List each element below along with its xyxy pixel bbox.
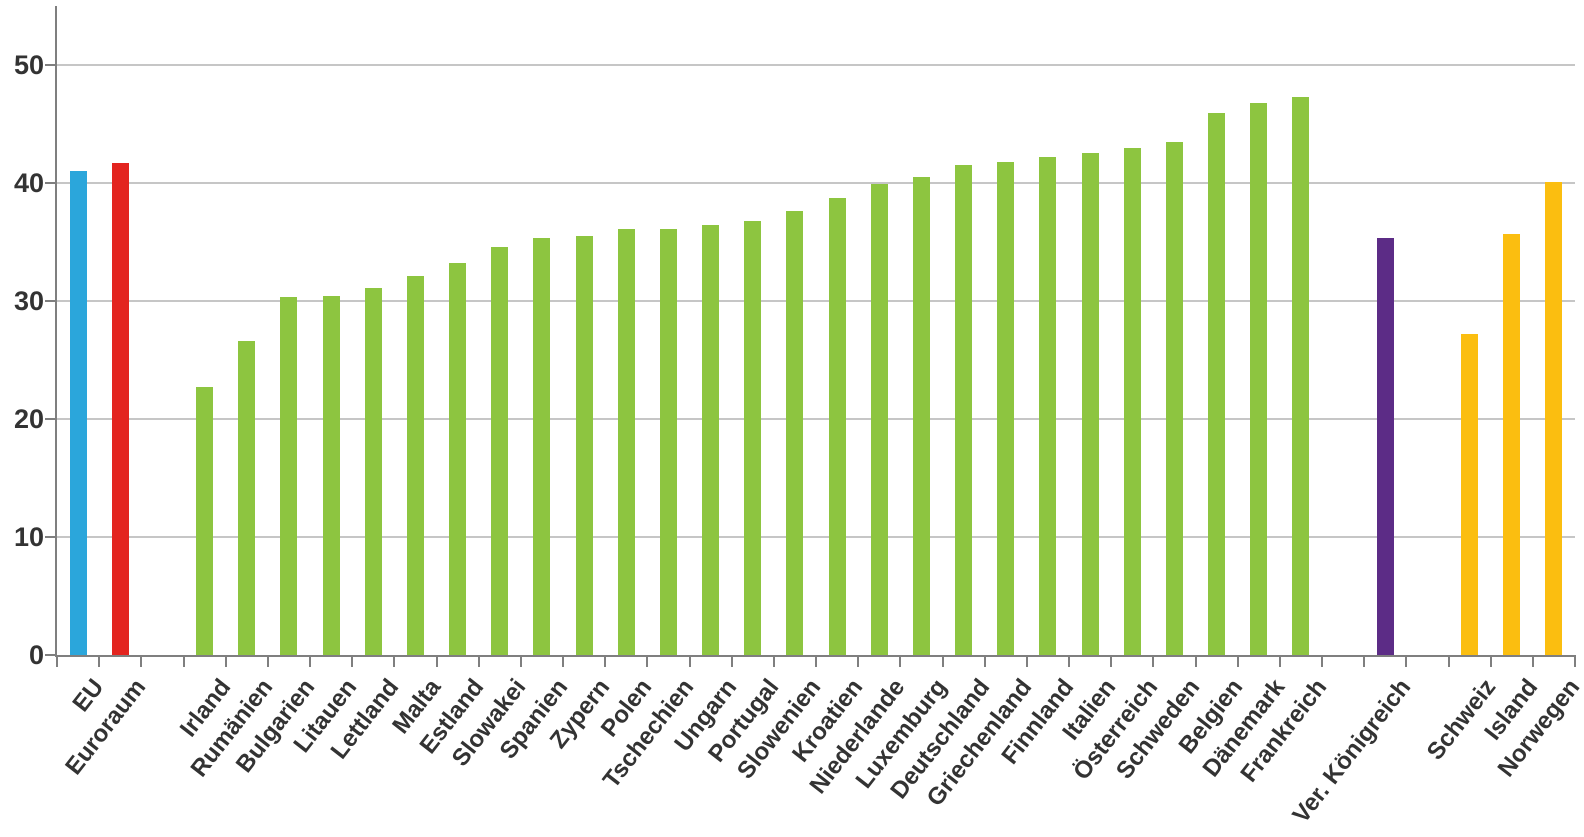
y-axis-label-20: 20 [13, 404, 44, 434]
bar-italien [1081, 153, 1099, 655]
x-axis-tick [1025, 655, 1028, 667]
x-axis-tick [1278, 655, 1281, 667]
x-axis-tick [1489, 655, 1492, 667]
bar-tschechien [659, 229, 677, 655]
bar-ver-koenigreich [1376, 238, 1394, 655]
y-axis-label-10: 10 [13, 522, 44, 552]
x-axis-tick [98, 655, 101, 667]
bar-lettland [364, 288, 382, 655]
bar-luxemburg [912, 177, 930, 655]
y-axis-tick-30 [45, 300, 57, 302]
x-axis-tick [562, 655, 564, 667]
bar-litauen [322, 296, 340, 655]
bar-slowakei [491, 247, 509, 655]
y-axis-label-0: 0 [28, 640, 44, 670]
x-axis-tick [815, 655, 817, 667]
x-axis-tick [941, 655, 944, 667]
gridline-20 [57, 418, 1575, 420]
x-axis-tick [1068, 655, 1070, 667]
bar-schweden [1165, 142, 1183, 655]
y-axis-tick-20 [45, 418, 57, 420]
x-axis-tick [140, 655, 143, 667]
x-axis-tick [266, 655, 269, 667]
x-axis-tick [182, 655, 185, 667]
bar-polen [617, 229, 635, 655]
x-axis-tick [1321, 655, 1323, 667]
bar-oesterreich [1123, 148, 1141, 655]
bar-norwegen [1545, 182, 1563, 655]
gridline-10 [57, 536, 1575, 538]
bar-deutschland [955, 165, 973, 655]
x-axis [55, 655, 1575, 657]
x-axis-tick [477, 655, 480, 667]
x-axis-tick [772, 655, 775, 667]
bar-euroraum [111, 163, 129, 655]
bar-niederlande [870, 184, 888, 655]
bar-schweiz [1461, 334, 1479, 655]
y-axis [55, 6, 57, 657]
x-axis-tick [1531, 655, 1534, 667]
bar-malta [406, 276, 424, 655]
bar-eu [69, 171, 87, 655]
x-axis-tick [224, 655, 227, 667]
bar-bulgarien [280, 297, 298, 655]
y-axis-tick-10 [45, 536, 57, 538]
bar-kroatien [828, 198, 846, 655]
bar-slowenien [786, 211, 804, 655]
x-axis-tick [1236, 655, 1239, 667]
x-axis-tick [435, 655, 438, 667]
x-axis-tick [646, 655, 649, 667]
bar-daenemark [1250, 103, 1268, 655]
bar-belgien [1208, 113, 1226, 655]
bar-portugal [744, 221, 762, 655]
bar-rumaenien [238, 341, 256, 655]
bar-spanien [533, 238, 551, 655]
y-axis-tick-50 [45, 64, 57, 66]
bar-frankreich [1292, 97, 1310, 655]
x-axis-tick [1194, 655, 1197, 667]
bar-griechenland [997, 162, 1015, 655]
x-axis-tick [604, 655, 607, 667]
gridline-30 [57, 300, 1575, 302]
x-axis-tick [56, 655, 58, 667]
x-axis-tick [730, 655, 733, 667]
x-axis-tick [519, 655, 522, 667]
bar-zypern [575, 236, 593, 655]
x-axis-tick [1152, 655, 1155, 667]
x-axis-tick [1574, 655, 1576, 667]
gridline-50 [57, 64, 1575, 66]
y-axis-label-40: 40 [13, 168, 44, 198]
bar-irland [196, 387, 214, 655]
x-axis-tick [309, 655, 311, 667]
x-axis-tick [1363, 655, 1366, 667]
bar-ungarn [702, 225, 720, 655]
gridline-40 [57, 182, 1575, 184]
y-axis-label-50: 50 [13, 50, 44, 80]
bar-island [1503, 234, 1521, 655]
x-axis-tick [1110, 655, 1113, 667]
x-axis-tick [1405, 655, 1408, 667]
bar-finnland [1039, 157, 1057, 655]
bar-estland [449, 263, 467, 655]
y-axis-tick-40 [45, 182, 57, 184]
x-axis-tick [351, 655, 354, 667]
x-axis-tick [1447, 655, 1450, 667]
x-axis-tick [688, 655, 691, 667]
x-axis-tick [899, 655, 902, 667]
x-axis-tick [857, 655, 860, 667]
y-axis-label-30: 30 [13, 286, 44, 316]
y-axis-tick-0 [45, 654, 57, 656]
x-axis-tick [983, 655, 986, 667]
x-axis-tick [393, 655, 396, 667]
